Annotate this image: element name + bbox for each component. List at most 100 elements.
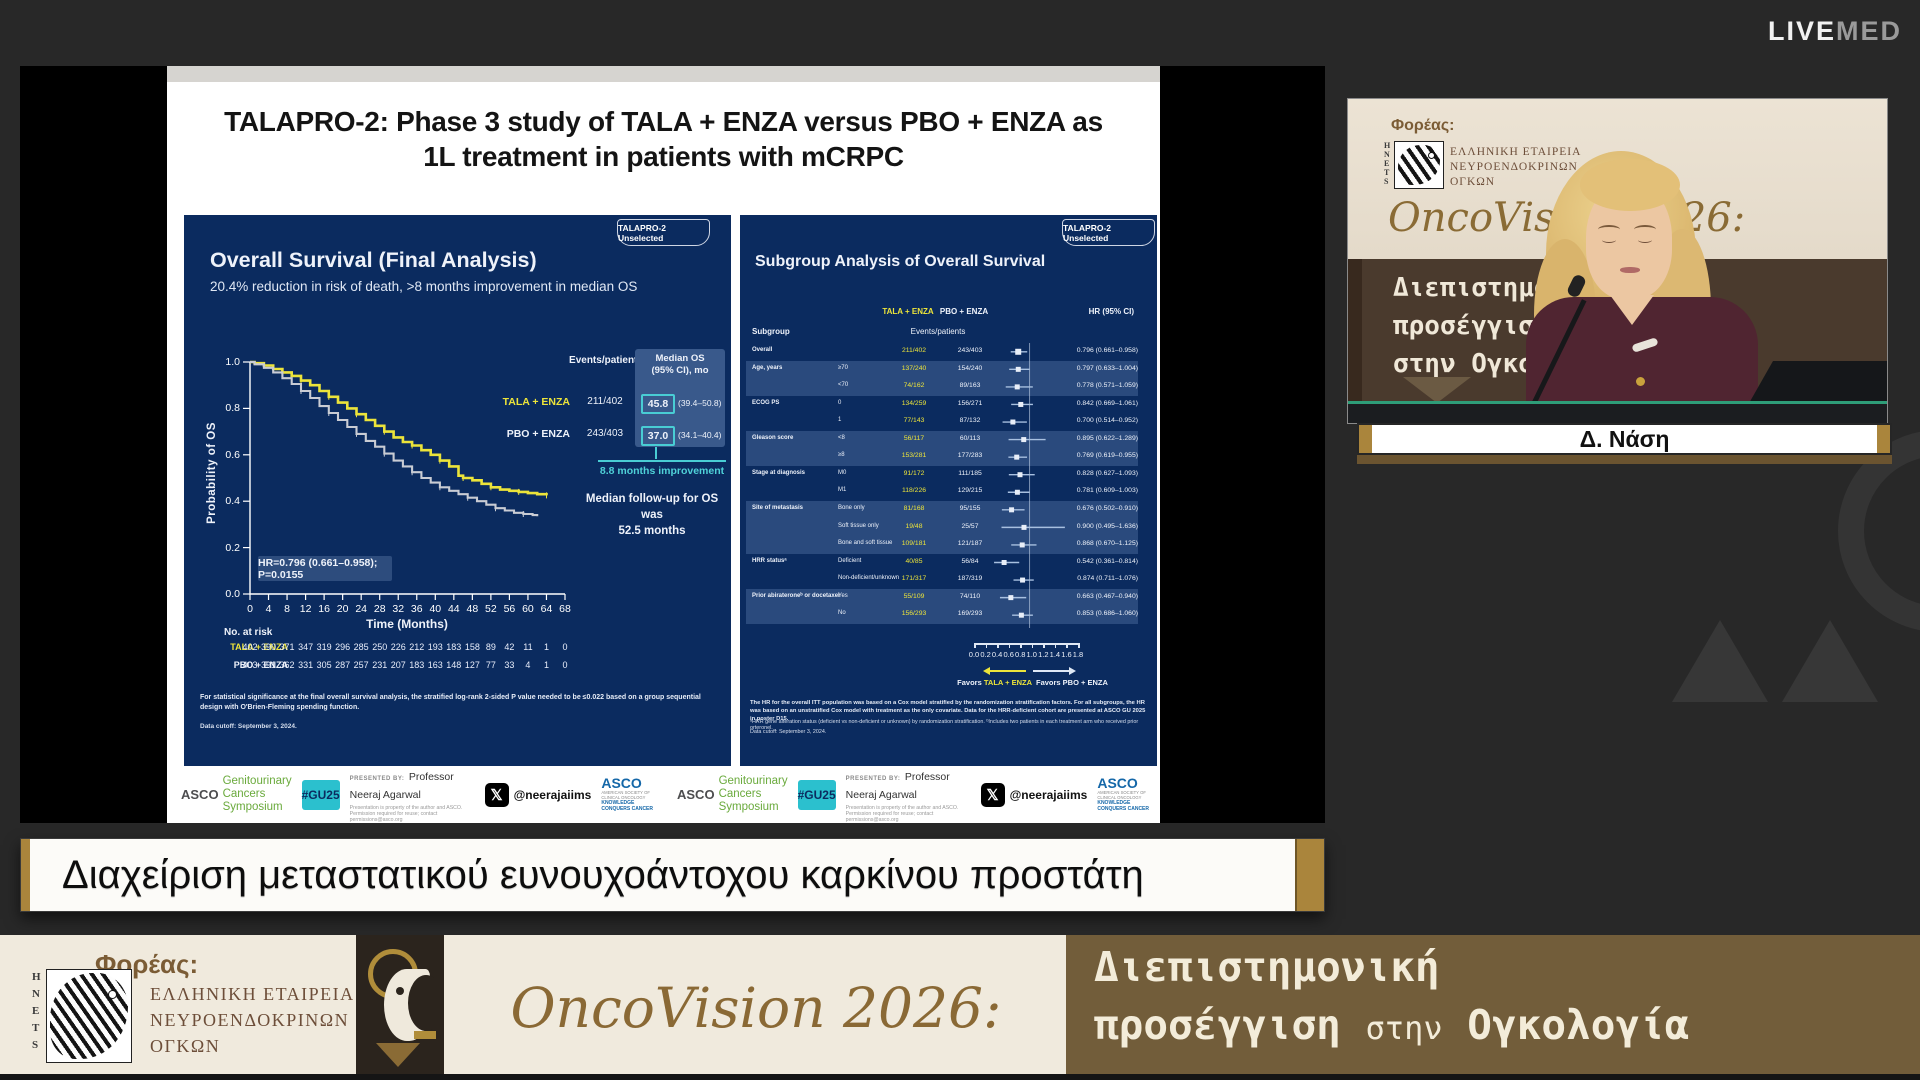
forest-axis-tick-label: 1.8 [1072,650,1084,659]
at-risk-value: 402 [242,642,258,652]
forest-row-shade [746,588,1138,607]
forest-col-events: Events/patients [910,327,966,336]
background-triangle-watermark [1672,620,1768,702]
km-xtick: 68 [559,603,571,615]
forest-pbo-events: 187/319 [957,575,983,583]
at-risk-value: 212 [409,642,425,652]
forest-row-shade [746,448,1138,466]
at-risk-value: 319 [316,642,332,652]
km-xtick: 4 [265,603,272,615]
at-risk-value: 226 [390,642,406,652]
forest-data-cutoff: Data cutoff: September 3, 2024. [750,729,827,735]
km-xtick: 32 [392,603,405,615]
forest-row: M1 118/226 129/215 0.781 (0.609–1.003) [746,483,1138,501]
forest-sub-label: Non-deficient/unknown [838,575,900,582]
forest-sub-label: Bone and soft tissue [838,540,893,547]
forest-axis-tick [1078,643,1080,648]
forest-row: ECOG PS 0 134/259 156/271 0.842 (0.669–1.061… [746,396,1138,414]
x-logo-icon: 𝕏 [484,782,509,807]
km-chart-title: Overall Survival (Final Analysis) [210,248,537,272]
forest-axis-tick [1043,643,1045,648]
oncovision-logo [356,935,444,1080]
at-risk-value: 305 [316,660,332,670]
forest-axis-tick [1020,643,1022,648]
at-risk-value: 285 [353,642,369,652]
tagline-line2: προσέγγιση στην Ογκολογία [1094,1001,1690,1049]
forest-pbo-events: 56/84 [961,557,979,565]
deck-chrome-strip [167,66,1160,82]
speaker-caption-bar: Δ. Νάση [1357,423,1892,455]
forest-pbo-events: 95/155 [959,505,981,513]
forest-pbo-events: 154/240 [957,364,983,372]
favors-left-arrow [983,667,1026,675]
km-xtick: 56 [503,603,516,615]
favors-right-label: Favors PBO + ENZA [1036,678,1108,687]
talapro-unselected-badge: TALAPRO-2 Unselected [617,219,710,246]
hnets-org-name: ΕΛΛΗΝΙΚΗ ΕΤΑΙΡΕΙΑ ΝΕΥΡΟΕΝΔΟΚΡΙΝΩΝ ΟΓΚΩΝ [1450,146,1582,188]
forest-pbo-events: 243/403 [957,347,983,354]
km-xtick: 24 [355,603,368,615]
forest-pbo-events: 74/110 [959,592,981,600]
gu25-hashtag-badge: #GU25 [797,779,836,810]
at-risk-value: 158 [464,642,480,652]
forest-hr-text: 0.796 (0.661–0.958) [1076,347,1138,354]
median-followup-note: Median follow-up for OS was 52.5 months [585,493,719,537]
background-triangle-watermark [1782,620,1878,702]
at-risk-value: 207 [390,660,406,670]
events-patients-header: Events/patients [569,355,643,366]
tala-median-ci: (39.4–50.8) [678,398,722,408]
presentation-slide: TALAPRO-2: Phase 3 study of TALA + ENZA … [167,82,1160,823]
slide-video-region[interactable]: TALAPRO-2: Phase 3 study of TALA + ENZA … [20,66,1325,823]
forest-hr-text: 0.797 (0.633–1.004) [1076,364,1138,372]
foreas-label: Φορέας: [1391,117,1455,134]
at-risk-value: 183 [409,660,425,670]
tagline-line1: Διεπιστημονική [1094,943,1440,991]
km-chart-subtitle: 20.4% reduction in risk of death, >8 mon… [210,279,638,294]
forest-row: <70 74/162 89/163 0.778 (0.571–1.059) [746,378,1138,396]
at-risk-value: 362 [279,660,295,670]
at-risk-value: 347 [298,642,314,652]
forest-tala-events: 156/293 [901,610,927,618]
speaker-lips [1620,267,1640,273]
forest-tala-events: 55/109 [903,592,925,600]
at-risk-value: 148 [446,660,462,670]
lower-third-banner: Διαχείριση μεταστατικού ευνουχοάντοχου κ… [20,838,1325,912]
subgroup-analysis-panel: TALAPRO-2 Unselected Subgroup Analysis o… [740,215,1157,766]
at-risk-value: 257 [353,660,369,670]
km-ytick: 0.0 [225,588,240,600]
forest-sub-label: ≥70 [838,364,848,371]
livemed-logo: LIVEMED [1768,16,1902,47]
forest-pbo-events: 129/215 [957,487,983,495]
forest-tala-events: 91/172 [903,469,925,477]
km-xtick: 64 [540,603,553,615]
at-risk-value: 89 [485,642,496,652]
legend-tala-events: 211/402 [587,396,623,407]
forest-row-shade [746,606,1138,624]
speaker-brow [1598,225,1620,234]
legend-pbo-label: PBO + ENZA [506,428,570,440]
forest-footnote-1: The HR for the overall ITT population wa… [750,700,1146,722]
at-risk-value: 331 [298,660,314,670]
forest-tala-events: 81/168 [903,505,925,513]
forest-hr-text: 0.853 (0.686–1.060) [1076,610,1138,618]
forest-tala-events: 109/181 [901,540,927,548]
forest-tala-events: 118/226 [901,487,927,495]
forest-hr-text: 0.676 (0.502–0.910) [1076,505,1138,513]
banner-gold-edge [1295,839,1324,911]
speaker-brow [1634,225,1656,234]
km-xtick: 36 [410,603,423,615]
pbo-median-ci: (34.1–40.4) [678,430,722,440]
forest-row-shade [746,378,1138,396]
asco-gu-logo: ASCO Genitourinary Cancers Symposium [181,775,292,813]
banner-gold-edge [21,839,30,911]
lower-third-text: Διαχείριση μεταστατικού ευνουχοάντοχου κ… [62,852,1144,897]
forest-group-label: Age, years [752,364,783,371]
backdrop-triangle [1403,377,1471,403]
zebra-icon [1394,141,1445,189]
forest-sub-label: M0 [838,469,847,476]
forest-hr-text: 0.900 (0.495–1.636) [1076,522,1138,530]
forest-hr-text: 0.842 (0.669–1.061) [1076,399,1138,407]
at-risk-value: 42 [504,642,515,652]
